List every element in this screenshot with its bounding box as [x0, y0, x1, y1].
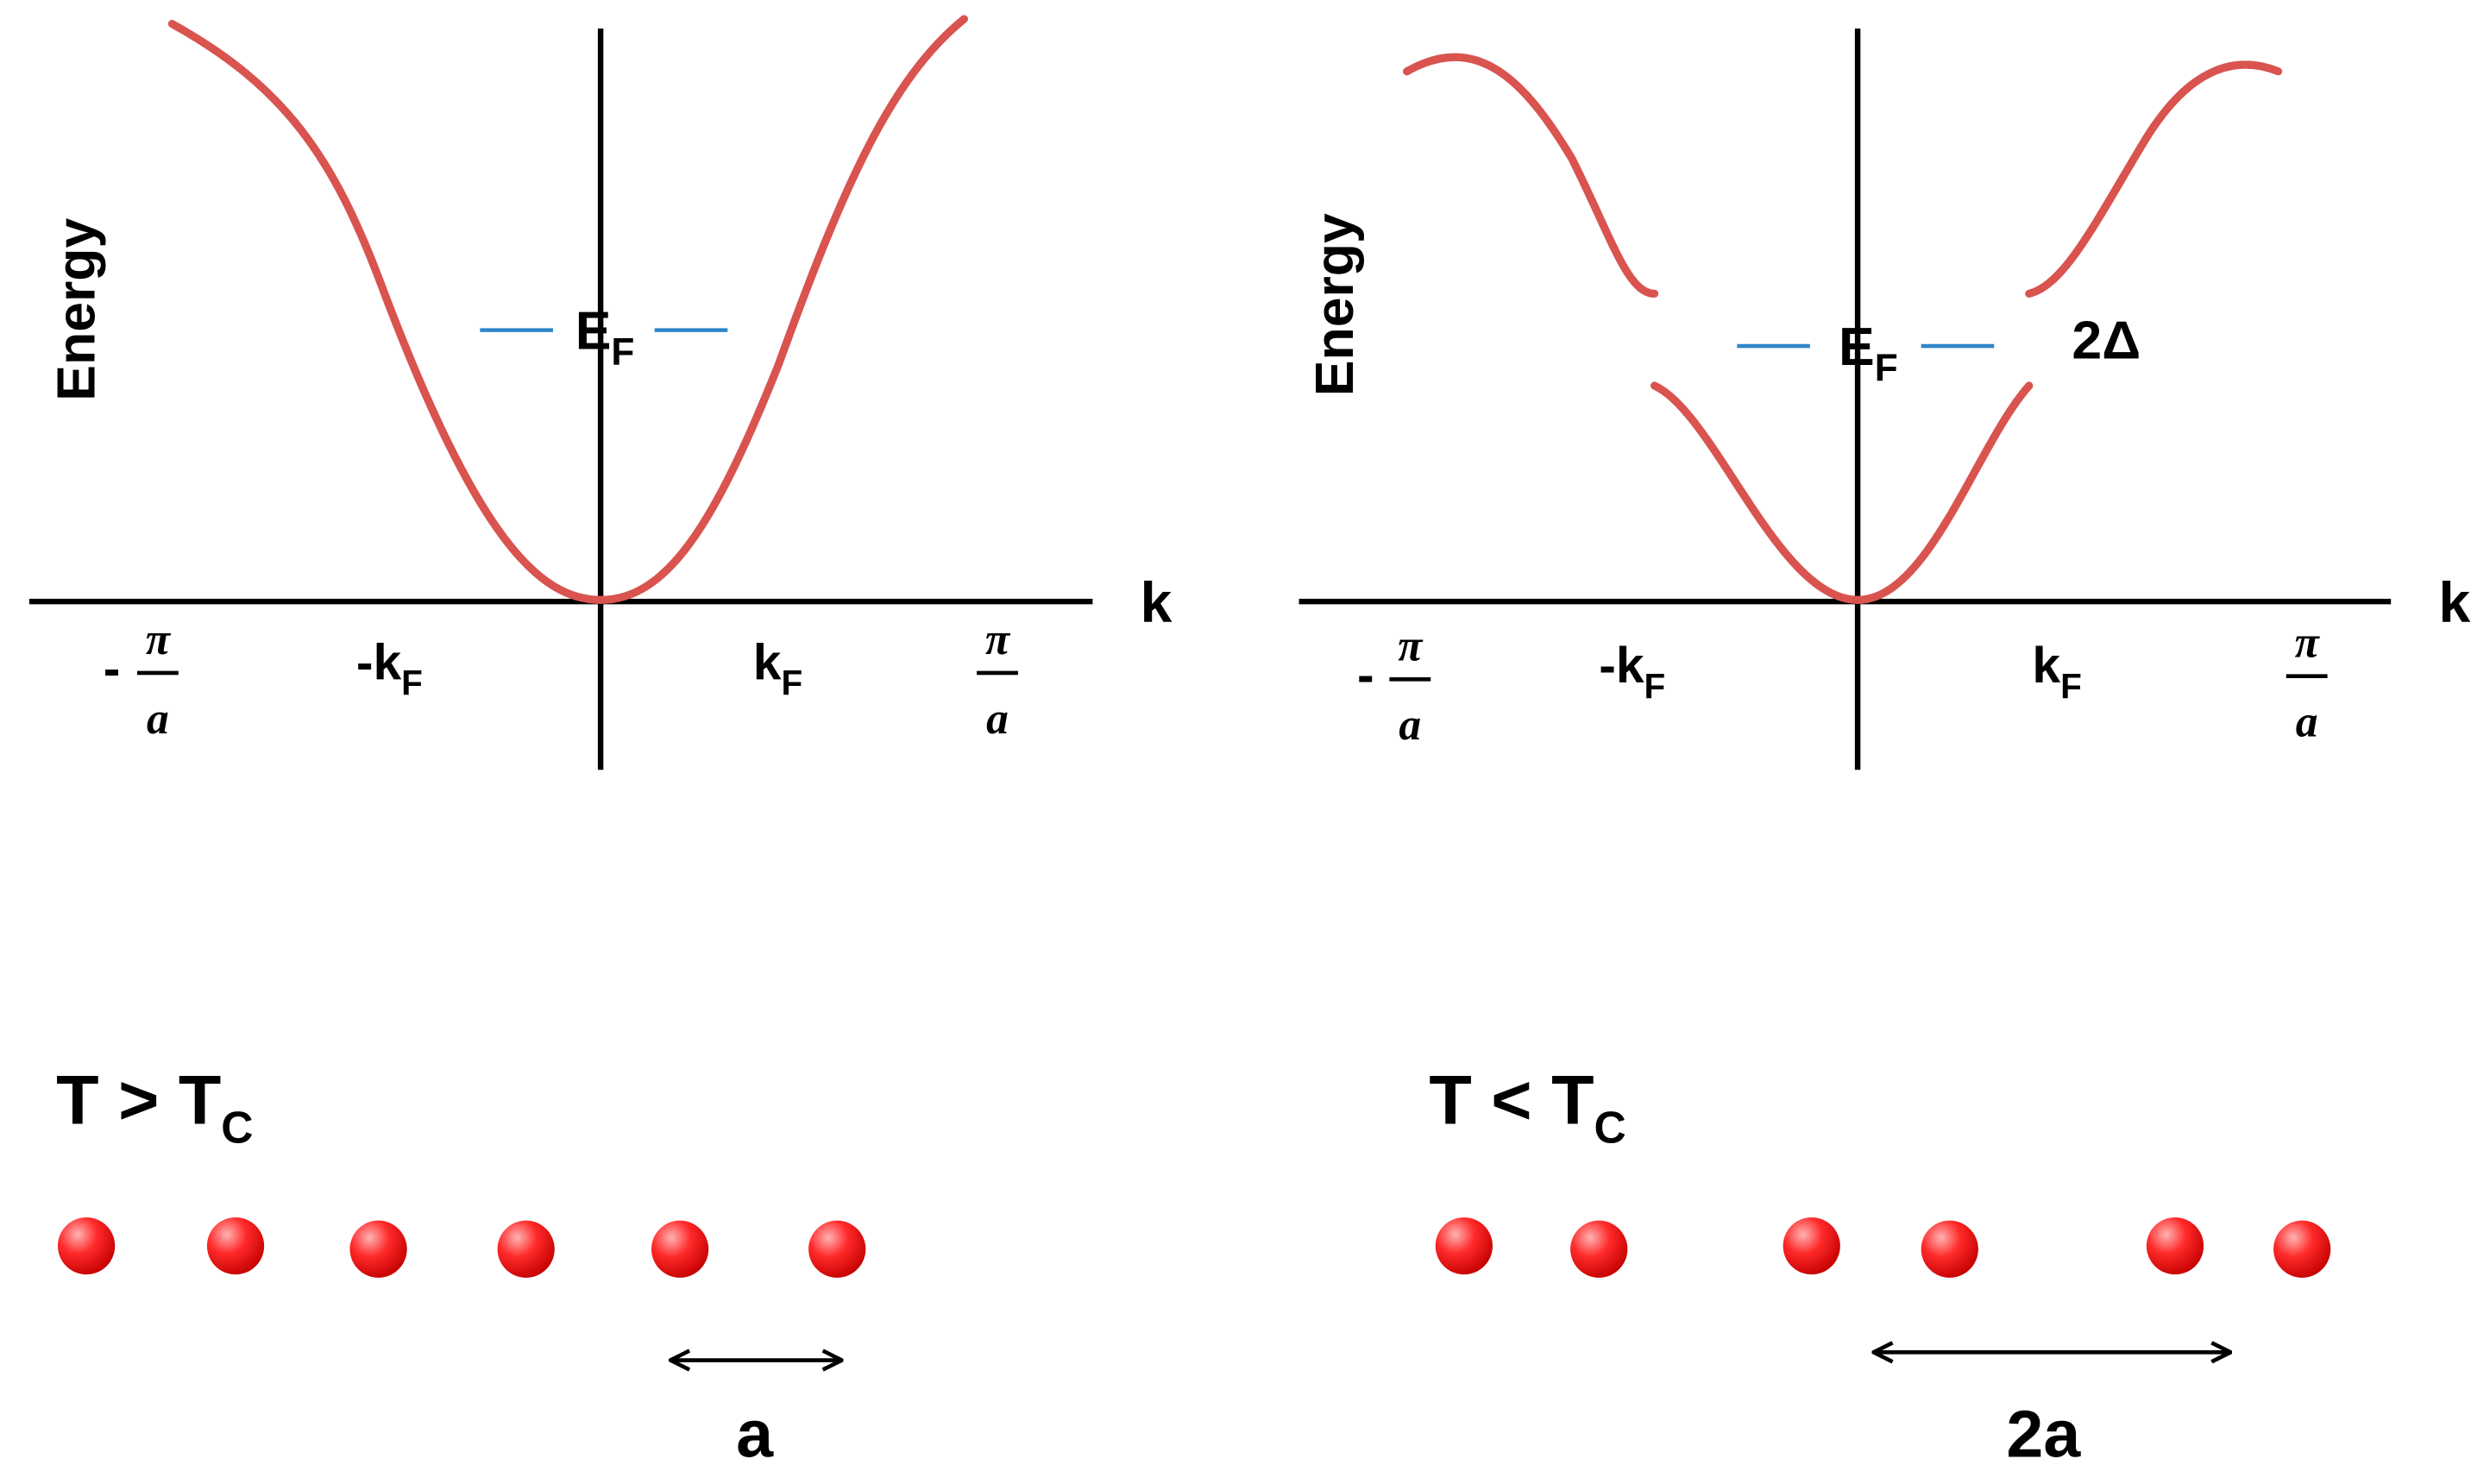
condition-main: T > T — [56, 1061, 221, 1139]
tick-sub: F — [2060, 666, 2082, 706]
tick-denominator: a — [147, 695, 169, 744]
tick-label: -kF — [356, 634, 423, 702]
atom — [58, 1217, 116, 1275]
tick-sign: - — [1357, 647, 1374, 703]
condition-label: T < TC — [1429, 1061, 1625, 1152]
band-panel-normal: Energy k EF - π a -kF kF π a — [28, 15, 1173, 770]
spacing-label: 2a — [2006, 1398, 2081, 1472]
upper-band-curve — [2025, 60, 2283, 298]
condition-label: T > TC — [56, 1061, 253, 1152]
tick-denominator: a — [986, 695, 1009, 744]
atom — [808, 1220, 866, 1278]
y-label: Energy — [46, 218, 106, 401]
atom — [1570, 1220, 1628, 1278]
atom — [497, 1220, 555, 1278]
tick-label: kF — [2032, 638, 2081, 706]
gap-label: 2Δ — [2072, 311, 2141, 371]
atom — [2146, 1217, 2204, 1275]
tick-main: k — [2032, 638, 2060, 694]
atom — [651, 1220, 709, 1278]
fermi-main: E — [575, 301, 612, 362]
fermi-sub: F — [611, 331, 634, 374]
tick-sign: - — [104, 641, 121, 697]
x-label: k — [1141, 571, 1173, 635]
fermi-label: EF — [1839, 317, 1898, 389]
tick-main: k — [753, 634, 782, 690]
upper-band-curve — [1403, 53, 1659, 298]
atom — [1783, 1217, 1840, 1275]
tick-numerator: π — [985, 615, 1011, 664]
lattice-normal: T > TC a — [56, 1061, 866, 1472]
tick-sub: F — [401, 663, 423, 703]
x-label: k — [2438, 571, 2470, 635]
atom — [1435, 1217, 1493, 1275]
atom — [1921, 1220, 1978, 1278]
tick-main: -k — [1599, 638, 1644, 694]
tick-numerator: π — [2295, 619, 2321, 668]
tick-label: kF — [753, 634, 802, 702]
condition-main: T < T — [1429, 1061, 1594, 1139]
atom — [349, 1220, 407, 1278]
atom — [206, 1217, 265, 1275]
tick-label: -kF — [1599, 638, 1665, 706]
tick-numerator: π — [146, 615, 172, 664]
tick-main: -k — [356, 634, 402, 690]
fermi-sub: F — [1875, 347, 1898, 389]
spacing-label: a — [736, 1398, 774, 1472]
y-label: Energy — [1305, 213, 1365, 396]
band-panel-gapped: Energy k EF 2Δ - π a -kF kF π a — [1298, 28, 2470, 770]
tick-sub: F — [781, 663, 802, 703]
atom — [2273, 1220, 2331, 1278]
lower-band-curve — [1651, 381, 2034, 604]
tick-denominator: a — [2296, 698, 2318, 747]
tick-sub: F — [1644, 666, 1666, 706]
band-curve — [167, 15, 968, 604]
tick-denominator: a — [1399, 701, 1421, 750]
fermi-label: EF — [575, 301, 635, 374]
tick-numerator: π — [1398, 621, 1424, 670]
lattice-dimerized: T < TC 2a — [1429, 1061, 2331, 1472]
condition-sub: C — [221, 1102, 253, 1152]
fermi-main: E — [1839, 317, 1875, 377]
condition-sub: C — [1594, 1102, 1626, 1152]
